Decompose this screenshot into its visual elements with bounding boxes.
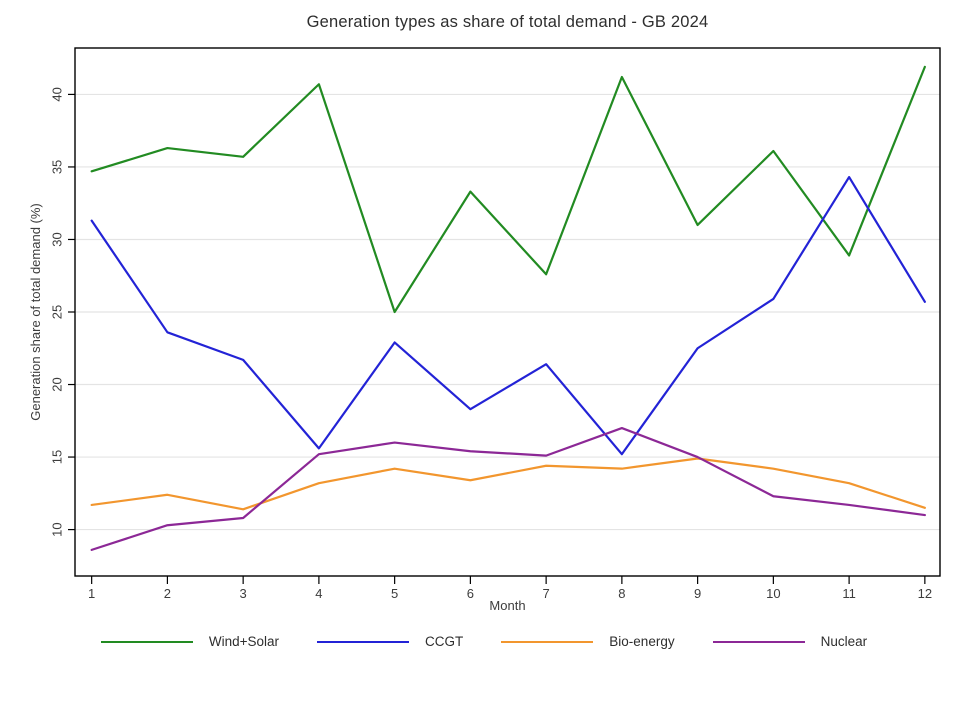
chart-title: Generation types as share of total deman… bbox=[306, 13, 709, 31]
legend-label: Wind+Solar bbox=[208, 634, 280, 649]
y-tick-label: 25 bbox=[49, 305, 64, 319]
chart-legend: Wind+Solar CCGT Bio-energy Nuclear bbox=[0, 634, 968, 649]
x-tick-label: 7 bbox=[543, 586, 550, 601]
legend-line-swatch bbox=[100, 640, 193, 643]
legend-line-swatch bbox=[712, 640, 805, 643]
legend-item-ccgt: CCGT bbox=[317, 634, 463, 649]
y-tick-label: 35 bbox=[49, 160, 64, 174]
x-tick-label: 4 bbox=[315, 586, 322, 601]
legend-item-bio-energy: Bio-energy bbox=[501, 634, 675, 649]
x-tick-label: 9 bbox=[694, 586, 701, 601]
legend-label: Bio-energy bbox=[609, 634, 675, 649]
y-tick-label: 30 bbox=[49, 232, 64, 246]
x-tick-label: 8 bbox=[618, 586, 625, 601]
y-tick-label: 20 bbox=[49, 377, 64, 391]
series-line-wind-solar bbox=[90, 65, 926, 314]
y-axis-title: Generation share of total demand (%) bbox=[28, 203, 43, 421]
x-tick-label: 12 bbox=[918, 586, 932, 601]
series-line-bio-energy bbox=[90, 457, 926, 511]
legend-label: CCGT bbox=[425, 634, 464, 649]
series-line-nuclear bbox=[90, 426, 926, 551]
series-line-ccgt bbox=[90, 175, 926, 456]
x-axis-title: Month bbox=[489, 598, 525, 613]
y-tick-label: 10 bbox=[49, 522, 64, 536]
legend-line-swatch bbox=[317, 640, 410, 643]
legend-item-wind-solar: Wind+Solar bbox=[100, 634, 280, 649]
x-tick-label: 6 bbox=[467, 586, 474, 601]
x-tick-label: 1 bbox=[88, 586, 95, 601]
x-tick-label: 11 bbox=[842, 586, 856, 601]
legend-label: Nuclear bbox=[820, 634, 868, 649]
y-tick-label: 15 bbox=[49, 450, 64, 464]
x-tick-label: 10 bbox=[766, 586, 780, 601]
x-tick-label: 5 bbox=[391, 586, 398, 601]
x-tick-label: 3 bbox=[240, 586, 247, 601]
legend-line-swatch bbox=[501, 640, 594, 643]
y-tick-label: 40 bbox=[49, 87, 64, 101]
legend-item-nuclear: Nuclear bbox=[712, 634, 868, 649]
x-tick-label: 2 bbox=[164, 586, 171, 601]
